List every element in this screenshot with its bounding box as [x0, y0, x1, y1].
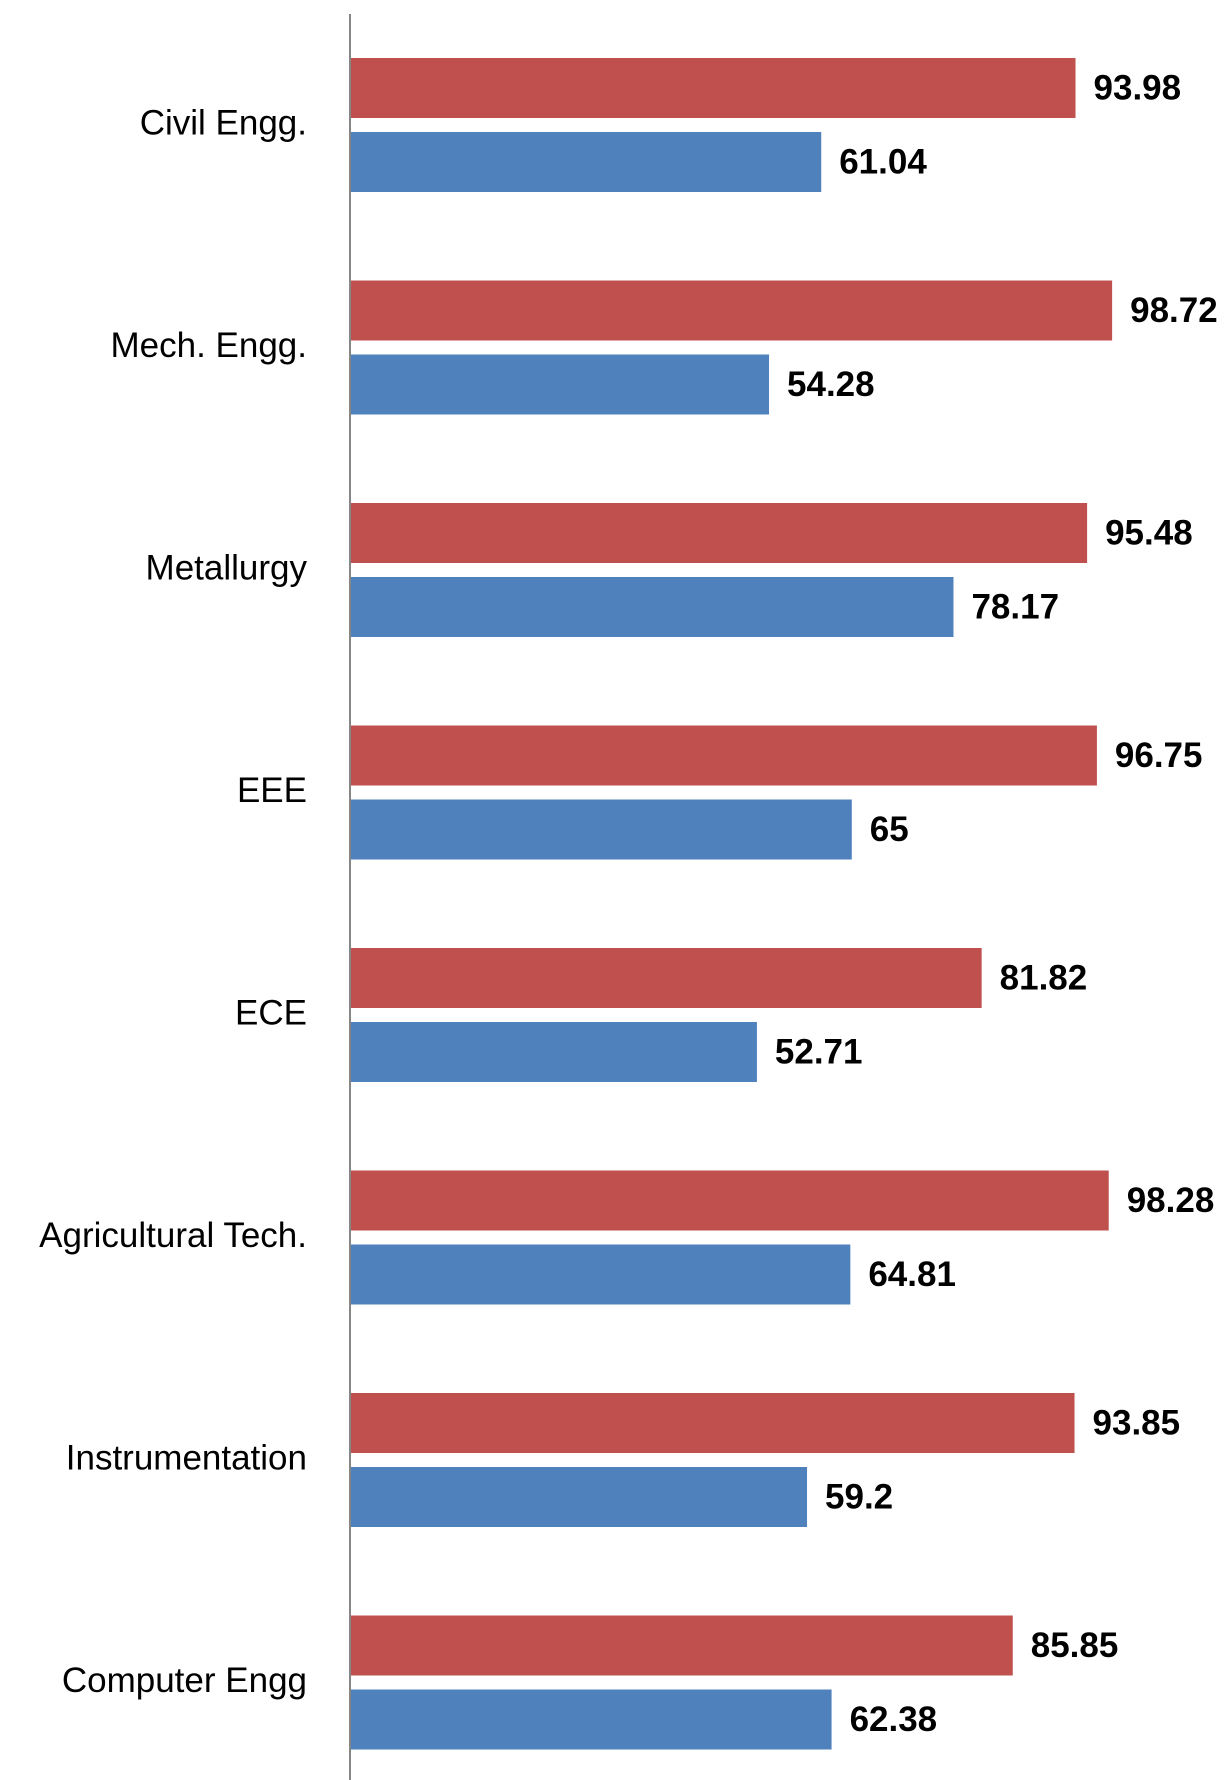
data-label: 78.17 — [971, 587, 1059, 626]
bar — [350, 1393, 1075, 1453]
data-label: 98.28 — [1127, 1181, 1215, 1220]
y-tick-label: Civil Engg. — [140, 103, 307, 142]
bar — [350, 1689, 832, 1750]
data-label: 81.82 — [1000, 958, 1088, 997]
data-label: 85.85 — [1031, 1626, 1119, 1665]
data-label: 98.72 — [1130, 291, 1218, 330]
y-tick-label: Agricultural Tech. — [39, 1216, 307, 1255]
data-label: 93.98 — [1094, 68, 1182, 107]
bar — [350, 354, 770, 415]
bar — [350, 1615, 1013, 1676]
y-tick-label: EEE — [237, 771, 307, 810]
bar — [350, 503, 1088, 563]
bar — [350, 280, 1113, 341]
data-label: 59.2 — [825, 1477, 893, 1516]
data-label: 95.48 — [1105, 513, 1193, 552]
bar — [350, 1022, 757, 1082]
bar — [350, 132, 822, 192]
y-tick-label: ECE — [235, 993, 307, 1032]
data-label: 52.71 — [775, 1032, 863, 1071]
y-tick-label: Computer Engg — [62, 1661, 307, 1700]
data-label: 64.81 — [868, 1255, 956, 1294]
data-label: 65 — [870, 810, 909, 849]
bar — [350, 1244, 851, 1305]
bar — [350, 1170, 1109, 1231]
data-label: 54.28 — [787, 365, 875, 404]
y-tick-label: Mech. Engg. — [111, 326, 308, 365]
data-label: 61.04 — [839, 142, 927, 181]
data-label: 62.38 — [850, 1700, 938, 1739]
bar — [350, 799, 852, 860]
bar — [350, 948, 982, 1008]
bar — [350, 58, 1076, 118]
data-label: 96.75 — [1115, 736, 1203, 775]
y-tick-label: Metallurgy — [146, 548, 308, 587]
data-label: 93.85 — [1093, 1403, 1181, 1442]
bar — [350, 577, 954, 637]
bar — [350, 1467, 808, 1527]
bar — [350, 725, 1097, 786]
y-tick-label: Instrumentation — [66, 1438, 307, 1477]
